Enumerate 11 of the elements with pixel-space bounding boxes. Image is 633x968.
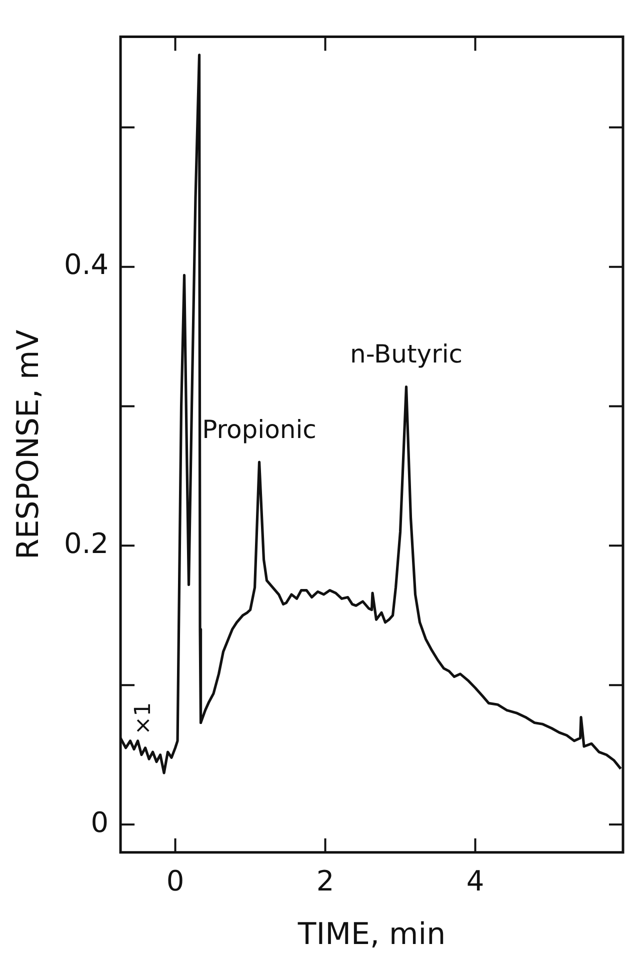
y-tick-label: 0.2 (64, 526, 109, 560)
x-tick-label: 0 (166, 864, 184, 898)
y-tick-label: 0.4 (64, 248, 109, 282)
y-tick-label: 0 (90, 806, 109, 839)
annotation: ×1 (131, 702, 156, 735)
x-axis-title: TIME, min (296, 916, 446, 952)
x-tick-label: 2 (316, 864, 334, 898)
annotation: Propionic (202, 415, 316, 444)
x-tick-label: 4 (466, 864, 484, 898)
annotation: n-Butyric (350, 340, 463, 369)
y-axis-title: RESPONSE, mV (10, 329, 46, 560)
